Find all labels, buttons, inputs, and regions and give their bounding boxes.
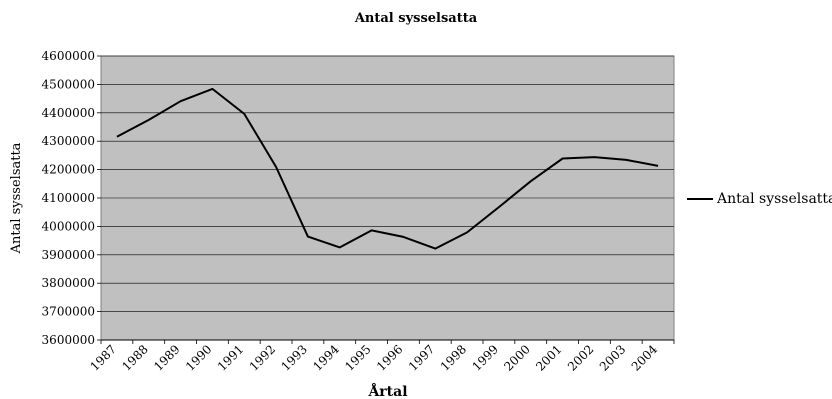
legend-label: Antal sysselsatta [716,191,832,207]
y-tick-label: 4300000 [42,134,95,148]
y-tick-label: 4000000 [42,219,95,233]
x-tick-label: 1993 [279,342,310,373]
y-tick-label: 4400000 [42,106,95,120]
x-tick-label: 1996 [374,342,405,373]
x-axis-label: Årtal [367,382,407,399]
y-tick-label: 4100000 [42,191,95,205]
y-tick-label: 4200000 [42,163,95,177]
x-tick-label: 2001 [533,342,564,373]
x-tick-label: 1989 [151,342,182,373]
series-line [116,87,659,250]
series-layer [116,87,659,250]
x-tick-label: 1992 [247,342,278,373]
x-tick-label: 2004 [629,342,661,374]
x-tick-label: 1994 [310,342,342,374]
y-tick-label: 3700000 [42,305,95,319]
chart-title: Antal sysselsatta [354,11,478,26]
x-tick-label: 2000 [501,342,532,373]
y-tick-label: 3800000 [42,276,95,290]
y-tick-label: 4600000 [42,49,95,63]
x-tick-label: 1988 [119,342,150,373]
legend: Antal sysselsatta [687,191,832,207]
x-tick-label: 1999 [470,342,501,373]
x-tick-label: 1995 [342,342,373,373]
x-tick-label: 1997 [406,342,437,373]
x-tick-label: 1991 [215,342,246,373]
y-tick-label: 4500000 [42,77,95,91]
y-tick-label: 3900000 [42,248,95,262]
y-tick-label: 3600000 [42,333,95,347]
y-axis-ticks: 3600000 3700000 3800000 3900000 4000000 41000… [42,49,101,347]
x-tick-label: 1998 [438,342,469,373]
y-axis-label: Antal sysselsatta [9,142,24,254]
x-axis-ticks: 1987 1988 1989 1990 1991 1992 1993 1994 1995 1996… [88,339,675,374]
x-tick-label: 2002 [565,342,596,373]
x-tick-label: 2003 [597,342,628,373]
grid-lines [101,55,674,312]
x-tick-label: 1990 [183,342,214,373]
